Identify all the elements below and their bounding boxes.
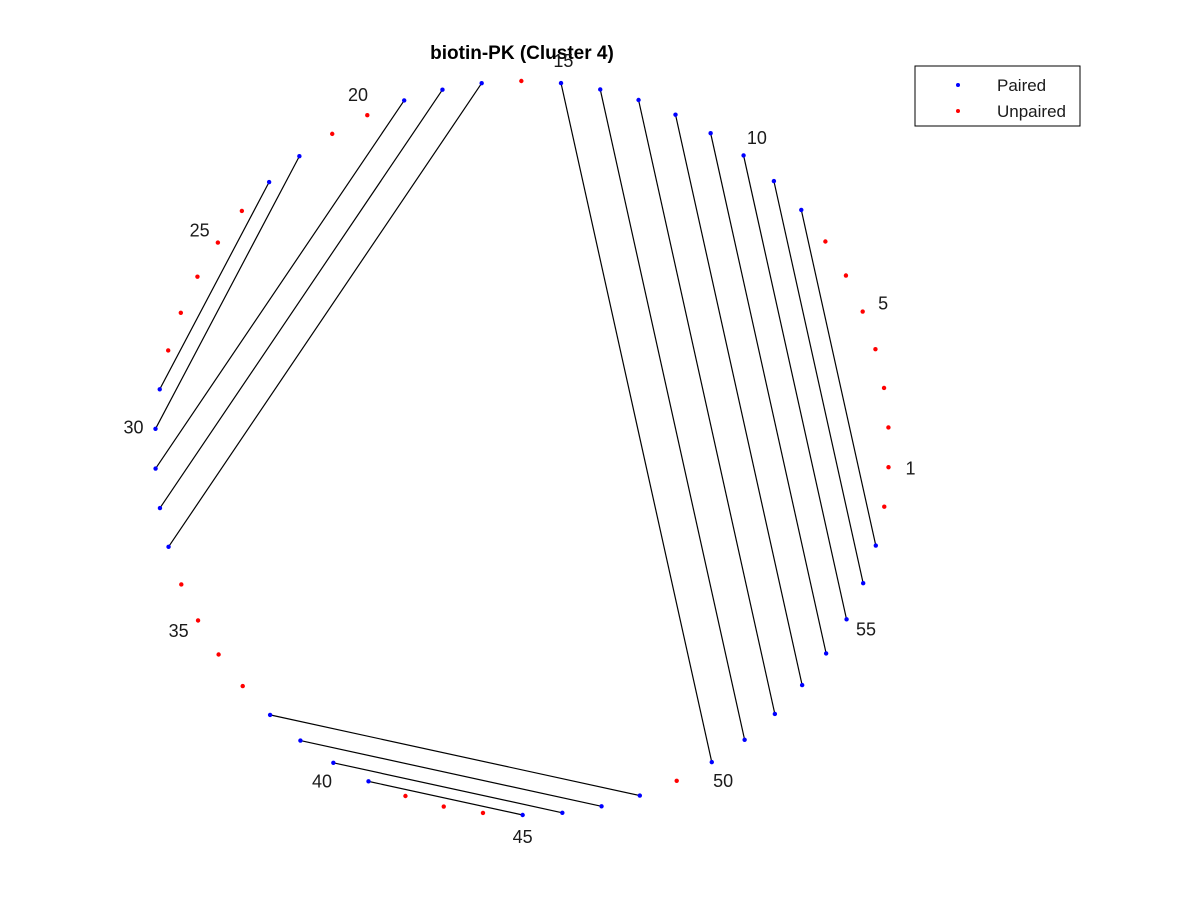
unpaired-point-43 — [441, 804, 446, 809]
pair-line-22-30 — [154, 155, 300, 430]
legend-unpaired-marker — [956, 109, 960, 113]
paired-point-31 — [153, 466, 158, 471]
position-label-55: 55 — [856, 620, 876, 640]
unpaired-point-3 — [881, 385, 887, 391]
unpaired-point-34 — [179, 582, 184, 587]
position-label-40: 40 — [312, 772, 332, 792]
unpaired-point-25 — [215, 240, 221, 245]
paired-point-18 — [440, 87, 445, 92]
pair-lines — [154, 82, 877, 816]
position-label-35: 35 — [169, 621, 189, 641]
position-label-15: 15 — [553, 51, 573, 71]
pair-line-38-48 — [269, 714, 640, 797]
unpaired-point-4 — [873, 346, 878, 352]
paired-point-55 — [844, 617, 849, 622]
paired-point-19 — [401, 98, 407, 103]
unpaired-point-20 — [365, 112, 370, 118]
paired-point-8 — [799, 207, 804, 213]
paired-point-23 — [266, 179, 272, 185]
unpaired-point-7 — [823, 239, 828, 244]
unpaired-point-24 — [239, 208, 245, 214]
unpaired-point-44 — [480, 810, 486, 816]
unpaired-point-36 — [216, 652, 221, 657]
paired-point-14 — [598, 87, 603, 92]
paired-point-45 — [520, 812, 525, 818]
unpaired-point-58 — [882, 504, 887, 509]
unpaired-point-21 — [330, 131, 335, 137]
unpaired-point-26 — [195, 274, 200, 279]
paired-point-22 — [297, 154, 302, 159]
paired-point-17 — [479, 81, 484, 86]
pair-line-14-51 — [599, 89, 746, 740]
nucleotide-points — [153, 78, 891, 818]
legend-unpaired-label: Unpaired — [997, 102, 1066, 121]
pair-line-23-29 — [159, 181, 270, 390]
pair-line-9-56 — [773, 180, 864, 584]
paired-point-29 — [157, 387, 162, 392]
paired-point-30 — [153, 426, 158, 431]
unpaired-point-6 — [843, 273, 849, 278]
paired-point-47 — [599, 804, 604, 809]
paired-point-54 — [823, 651, 829, 656]
paired-point-53 — [799, 682, 805, 688]
paired-point-48 — [637, 793, 643, 798]
pair-line-39-47 — [300, 739, 602, 807]
pair-line-15-50 — [560, 82, 713, 763]
paired-point-13 — [636, 97, 641, 103]
unpaired-point-42 — [403, 793, 408, 799]
pair-line-8-57 — [800, 209, 877, 546]
unpaired-point-5 — [860, 309, 865, 314]
chart-title: biotin-PK (Cluster 4) — [430, 43, 614, 64]
paired-point-39 — [298, 738, 303, 743]
legend-paired-label: Paired — [997, 76, 1046, 95]
position-label-45: 45 — [513, 827, 533, 847]
unpaired-point-27 — [178, 310, 184, 315]
pair-line-13-52 — [637, 99, 776, 715]
paired-point-11 — [708, 130, 713, 136]
position-label-50: 50 — [713, 771, 733, 791]
position-label-5: 5 — [878, 293, 888, 313]
paired-point-56 — [860, 581, 866, 586]
paired-point-57 — [873, 543, 878, 548]
unpaired-point-16 — [519, 78, 524, 84]
paired-point-10 — [741, 153, 746, 158]
pair-line-40-46 — [333, 762, 563, 814]
unpaired-point-28 — [166, 348, 171, 353]
pair-line-12-53 — [674, 114, 803, 686]
pair-line-17-33 — [168, 82, 483, 548]
legend-paired-marker — [956, 83, 960, 87]
pair-line-41-45 — [368, 780, 523, 816]
paired-point-46 — [560, 810, 565, 815]
position-label-20: 20 — [348, 85, 368, 105]
position-label-1: 1 — [905, 458, 915, 478]
paired-point-38 — [267, 712, 273, 718]
paired-point-50 — [709, 759, 714, 765]
legend-box — [914, 65, 1081, 127]
unpaired-point-37 — [240, 683, 245, 689]
paired-point-32 — [157, 505, 163, 511]
unpaired-point-35 — [195, 618, 201, 623]
unpaired-point-2 — [886, 425, 891, 430]
pair-line-11-54 — [710, 133, 827, 654]
paired-point-51 — [742, 737, 747, 742]
position-label-10: 10 — [747, 128, 767, 148]
unpaired-point-49 — [674, 778, 679, 784]
paired-point-15 — [558, 80, 564, 86]
paired-point-52 — [772, 711, 778, 717]
legend: Paired Unpaired — [914, 65, 1081, 127]
pair-line-10-55 — [742, 155, 848, 620]
pair-line-18-32 — [159, 89, 443, 509]
pair-line-19-31 — [155, 100, 405, 469]
position-label-25: 25 — [190, 220, 210, 240]
paired-point-41 — [366, 779, 371, 784]
paired-point-40 — [331, 760, 336, 766]
paired-point-12 — [673, 112, 678, 117]
paired-point-9 — [771, 178, 777, 184]
unpaired-point-1 — [886, 465, 891, 470]
position-label-30: 30 — [124, 418, 144, 438]
paired-point-33 — [166, 544, 171, 550]
